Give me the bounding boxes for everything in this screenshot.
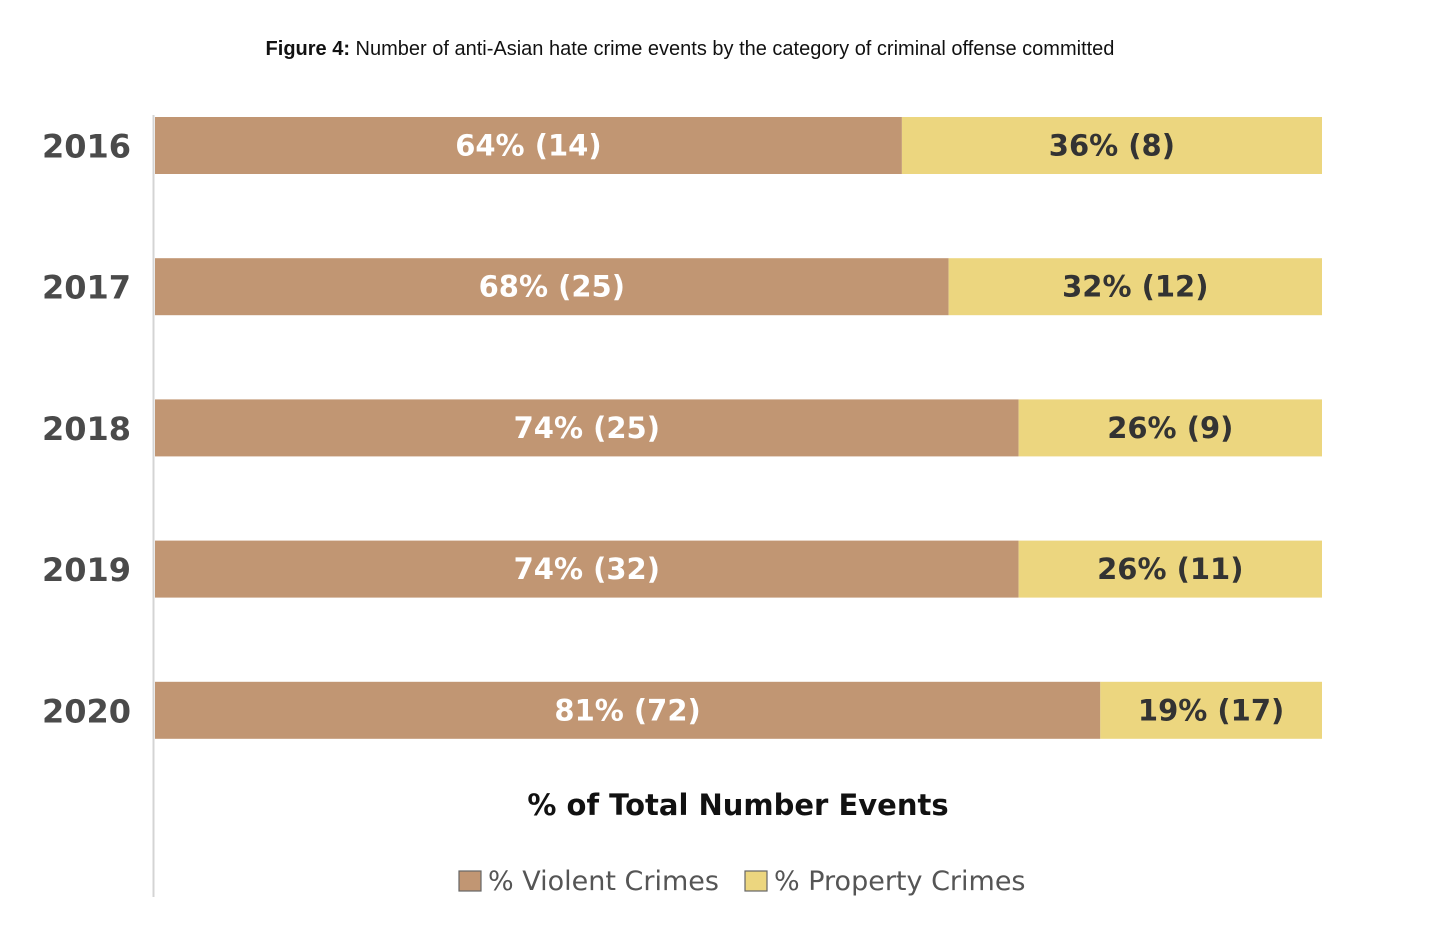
- violent-crimes-label-2016: 64% (14): [455, 129, 601, 163]
- violent-crimes-bar-2019: [155, 540, 1019, 598]
- legend-label-property: % Property Crimes: [774, 866, 1026, 897]
- legend-swatch-property: [744, 870, 768, 892]
- violent-crimes-bar-2018: [155, 399, 1019, 457]
- year-label-2016: 2016: [42, 128, 131, 166]
- property-crimes-label-2019: 26% (11): [1097, 552, 1243, 586]
- legend: % Violent Crimes % Property Crimes: [458, 866, 1026, 897]
- year-label-2019: 2019: [42, 551, 131, 589]
- property-crimes-bar-2016: [901, 117, 1322, 174]
- violent-crimes-bar-2017: [155, 258, 949, 316]
- violent-crimes-bar-2016: [155, 117, 902, 174]
- year-label-2018: 2018: [42, 410, 131, 448]
- year-label-2020: 2020: [42, 692, 131, 730]
- violent-crimes-bar-2020: [155, 681, 1101, 739]
- violent-crimes-label-2019: 74% (32): [514, 552, 660, 586]
- property-crimes-bar-2017: [948, 258, 1322, 316]
- legend-label-violent: % Violent Crimes: [488, 866, 719, 897]
- legend-swatch-violent: [458, 870, 482, 892]
- x-axis-title: % of Total Number Events: [527, 788, 948, 822]
- figure-caption-text: Number of anti-Asian hate crime events b…: [350, 38, 1115, 60]
- property-crimes-bar-2019: [1018, 540, 1322, 598]
- property-crimes-label-2018: 26% (9): [1107, 411, 1233, 445]
- bars-group: 64% (14) 36% (8) 68% (25) 32% (12) 74% (25) 2…: [155, 117, 1322, 739]
- figure-caption-label: Figure 4:: [265, 38, 350, 60]
- violent-crimes-label-2020: 81% (72): [554, 693, 700, 727]
- violent-crimes-label-2018: 74% (25): [514, 411, 660, 445]
- violent-crimes-label-2017: 68% (25): [479, 270, 625, 304]
- property-crimes-bar-2020: [1100, 681, 1322, 739]
- property-crimes-label-2020: 19% (17): [1138, 693, 1284, 727]
- year-label-2017: 2017: [42, 269, 131, 307]
- figure-caption: Figure 4: Number of anti-Asian hate crim…: [0, 38, 1380, 61]
- year-labels-group: 2016 2017 2018 2019 2020: [42, 128, 131, 731]
- property-crimes-label-2017: 32% (12): [1062, 270, 1208, 304]
- property-crimes-bar-2018: [1018, 399, 1322, 457]
- property-crimes-label-2016: 36% (8): [1049, 129, 1175, 163]
